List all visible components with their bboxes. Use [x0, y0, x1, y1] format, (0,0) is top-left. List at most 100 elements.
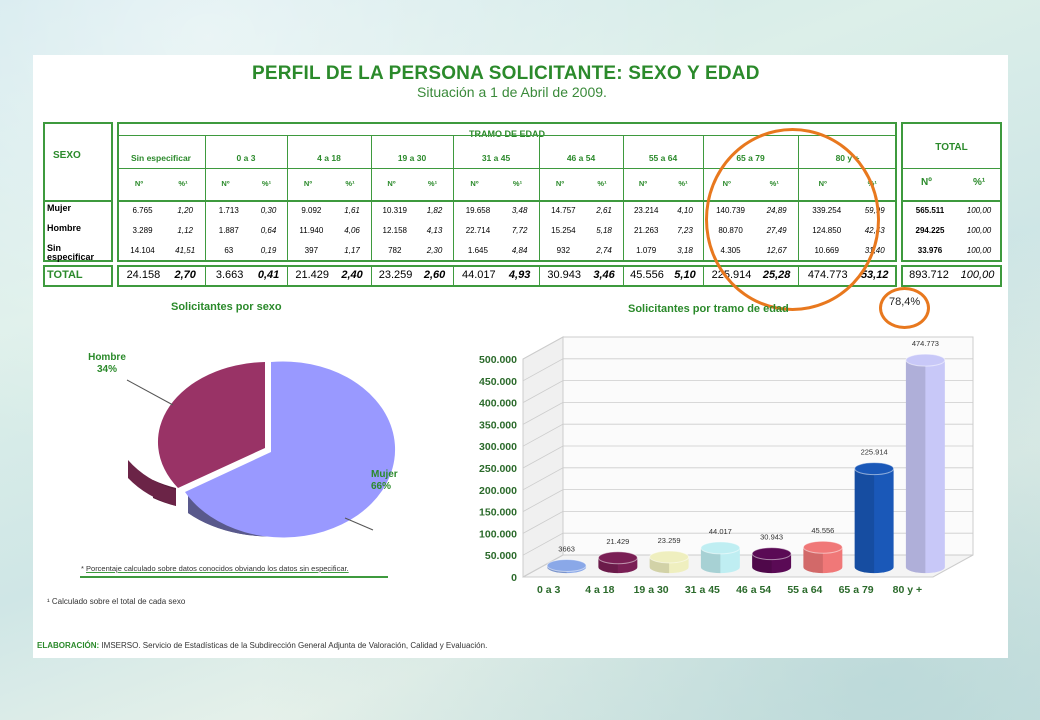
- total-cell-pct: 2,40: [341, 269, 363, 281]
- annotation-circle: [879, 287, 930, 329]
- bar-shade: [905, 360, 926, 574]
- col-pct-header: %¹: [427, 179, 438, 188]
- data-col-divider: [703, 200, 704, 262]
- y-tick-label: 400.000: [479, 398, 517, 410]
- group-col-divider: [205, 136, 206, 202]
- cell-pct: 41,51: [175, 246, 196, 255]
- pie-chart: [126, 361, 396, 538]
- col-pct-header: %¹: [678, 179, 688, 188]
- bar-value-label: 23.259: [658, 536, 681, 545]
- bar-body: [803, 547, 843, 574]
- y-tick-label: 300.000: [479, 441, 517, 453]
- col-pct-header: %¹: [261, 179, 272, 188]
- age-group-header: 55 a 64: [648, 153, 678, 163]
- age-group-header: 46 a 54: [566, 153, 596, 163]
- cell-n: 1.887: [218, 226, 239, 235]
- cell-n: 397: [304, 246, 319, 255]
- total-row-total-box: [901, 265, 1002, 287]
- y-tick-label: 0: [511, 572, 517, 584]
- age-group-header: 31 a 45: [481, 153, 511, 163]
- total-row-label: TOTAL: [47, 269, 83, 281]
- pie-label-mujer: Mujer 66%: [371, 469, 415, 493]
- cell-n: 19.658: [465, 206, 491, 215]
- cell-pct: 4,06: [344, 226, 360, 235]
- bar-body: [854, 468, 894, 574]
- col-n-header: Nº: [134, 179, 144, 188]
- cell-n: 932: [556, 246, 571, 255]
- gridline: [522, 423, 973, 447]
- y-tick-label: 500.000: [479, 354, 517, 366]
- total-pct-header: %¹: [973, 177, 986, 188]
- gridline: [522, 358, 973, 382]
- data-col-divider: [287, 200, 288, 262]
- total-row-label-box: [43, 265, 113, 287]
- x-tick-label: 31 a 45: [685, 584, 720, 596]
- highlight-circle: [705, 128, 880, 311]
- data-col-divider: [205, 200, 206, 262]
- total-cell-n: 24.158: [126, 269, 161, 281]
- bar-body: [700, 547, 740, 574]
- gridline: [522, 445, 973, 469]
- total-cell-pct: 3,46: [593, 269, 615, 281]
- cell-pct: 7,23: [677, 226, 693, 235]
- cell-total-n: 33.976: [917, 246, 943, 255]
- age-group-header: 0 a 3: [236, 153, 256, 163]
- cell-pct: 4,84: [511, 246, 528, 255]
- annotation-label: 78,4%: [889, 296, 921, 308]
- bar-value-label: 45.556: [811, 526, 834, 535]
- gridline: [522, 467, 973, 491]
- page-subtitle: Situación a 1 de Abril de 2009.: [417, 84, 607, 100]
- cell-pct: 1,12: [177, 226, 193, 235]
- total-header-box: TOTAL: [901, 122, 1002, 202]
- cell-pct: 4,10: [677, 206, 693, 215]
- col-pct-header: %¹: [512, 179, 523, 188]
- elaboracion-text: IMSERSO. Servicio de Estadísticas de la …: [101, 641, 488, 650]
- y-tick-label: 250.000: [479, 463, 517, 475]
- cell-pct: 0,30: [260, 206, 277, 215]
- footnote: ¹ Calculado sobre el total de cada sexo: [47, 597, 186, 606]
- col-n-header: Nº: [303, 179, 313, 188]
- cell-pct: 1,20: [177, 206, 193, 215]
- pie-label-hombre-pct: 34%: [96, 364, 117, 375]
- cell-pct: 3,48: [511, 206, 528, 215]
- cell-n: 6.765: [132, 206, 153, 215]
- x-tick-label: 65 a 79: [839, 584, 874, 596]
- cell-n: 14.104: [130, 246, 155, 255]
- bar-top: [649, 550, 690, 564]
- cell-n: 23.214: [633, 206, 659, 215]
- total-col-divider: [287, 265, 288, 287]
- bar-chart: 0 50.000 100.000 150.000 200.000 250.000 300.0…: [479, 336, 974, 596]
- x-tick-label: 19 a 30: [634, 584, 669, 596]
- cell-pct: 1,61: [344, 206, 360, 215]
- age-group-header: 19 a 30: [397, 153, 427, 163]
- cell-n: 782: [388, 246, 402, 255]
- row-label: Sin especificar: [47, 243, 95, 262]
- mujer-leader-line: [344, 517, 374, 531]
- total-cell-pct: 4,93: [508, 269, 531, 281]
- y-tick-label: 50.000: [485, 550, 517, 562]
- bar-top: [546, 559, 587, 573]
- cell-n: 9.092: [301, 206, 322, 215]
- pct-note-text: Porcentaje calculado sobre datos conocid…: [86, 564, 349, 573]
- cell-n: 1.645: [467, 246, 488, 255]
- pie-label-hombre-name: Hombre: [88, 352, 126, 363]
- y-tick-label: 450.000: [479, 376, 517, 388]
- bar-value-label: 474.773: [912, 339, 939, 348]
- pie-label-mujer-name: Mujer: [371, 469, 398, 480]
- pie-slice-hombre-top-side: [128, 460, 176, 506]
- gridline: [522, 402, 973, 425]
- bar-value-label: 44.017: [709, 527, 732, 536]
- total-header: TOTAL: [935, 142, 968, 153]
- pie-label-hombre: Hombre 34%: [85, 352, 129, 376]
- y-tick-label: 150.000: [479, 507, 517, 519]
- age-group-header: 4 a 18: [317, 153, 341, 163]
- bar-top: [905, 353, 946, 367]
- x-tick-label: 46 a 54: [736, 584, 771, 596]
- total-cell-n: 23.259: [378, 269, 413, 281]
- total-cell-n: 45.556: [630, 269, 664, 281]
- pie-slice-hombre: [157, 362, 265, 488]
- total-cell-pct: 0,41: [257, 269, 280, 281]
- cell-n: 21.263: [633, 226, 659, 235]
- slide: PERFIL DE LA PERSONA SOLICITANTE: SEXO Y…: [33, 55, 1008, 658]
- total-cell-n: 44.017: [461, 269, 496, 281]
